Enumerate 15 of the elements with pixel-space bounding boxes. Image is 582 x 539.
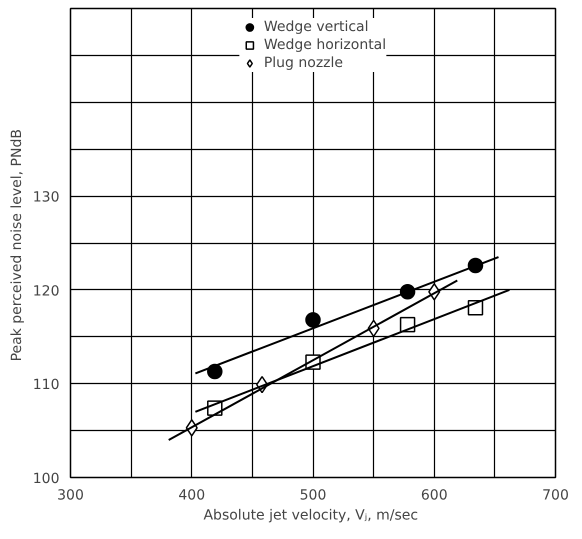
legend-label: Wedge vertical [264, 18, 369, 36]
point [305, 312, 321, 328]
y-tick-label: 120 [32, 283, 60, 300]
legend-label: Plug nozzle [264, 54, 344, 72]
x-tick-label: 600 [420, 488, 448, 504]
y-tick-label: 130 [32, 190, 60, 206]
x-tick-label: 300 [57, 488, 84, 504]
y-tick-label: 100 [32, 471, 60, 487]
x-axis-title: Absolute jet velocity, Vⱼ, m/sec [203, 508, 418, 524]
x-tick-label: 700 [542, 488, 569, 504]
legend-label: Wedge horizontal [264, 36, 386, 54]
x-tick-label: 500 [300, 488, 326, 504]
y-tick-label: 110 [32, 377, 60, 394]
x-tick-label: 400 [178, 488, 206, 504]
y-axis-title: Peak perceived noise level, PNdB [8, 129, 25, 362]
